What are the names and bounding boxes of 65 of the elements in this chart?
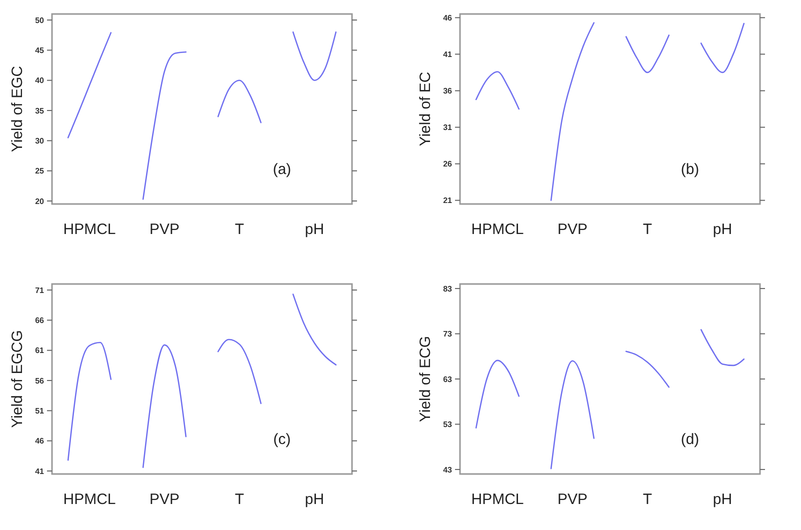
y-tick-label: 21 (443, 196, 453, 206)
line-series (625, 34, 670, 74)
x-tick-label: PVP (557, 221, 588, 238)
y-tick-label: 41 (35, 466, 45, 476)
y-tick-label: 73 (443, 330, 453, 339)
y-axis-title: Yield of EGC (9, 66, 26, 152)
y-tick-label: 30 (35, 136, 45, 146)
x-tick-label: pH (712, 221, 732, 238)
y-tick-label: 35 (35, 106, 45, 116)
x-tick-label: T (642, 491, 652, 508)
line-series (67, 32, 112, 138)
y-tick-label: 63 (443, 374, 453, 384)
x-tick-label: PVP (149, 491, 180, 508)
x-tick-label: pH (304, 491, 324, 508)
y-tick-label: 36 (443, 86, 453, 96)
y-tick-label: 41 (443, 50, 453, 59)
y-tick-label: 40 (35, 76, 45, 86)
line-series (700, 329, 745, 366)
x-tick-label: HPMCL (63, 491, 116, 508)
line-series (217, 80, 262, 124)
line-series (142, 344, 187, 468)
x-tick-label: HPMCL (471, 221, 524, 238)
line-series (475, 71, 520, 110)
y-tick-label: 50 (35, 16, 45, 25)
y-tick-label: 66 (35, 316, 45, 325)
y-tick-label: 43 (443, 465, 453, 474)
x-tick-label: HPMCL (471, 491, 524, 508)
line-series (217, 338, 262, 404)
annotation: (c) (273, 431, 291, 448)
line-series (292, 294, 337, 366)
x-tick-label: PVP (557, 491, 588, 508)
y-tick-label: 61 (35, 346, 45, 356)
y-tick-label: 46 (443, 13, 453, 22)
x-tick-label: T (642, 221, 652, 238)
line-series (700, 22, 745, 74)
line-series (475, 360, 520, 429)
x-tick-label: T (234, 491, 244, 508)
line-series (550, 360, 595, 470)
y-tick-label: 20 (35, 196, 45, 206)
x-tick-label: pH (304, 221, 324, 238)
annotation: (a) (272, 161, 292, 178)
y-tick-label: 71 (35, 286, 45, 295)
x-tick-label: HPMCL (63, 221, 116, 238)
y-tick-label: 53 (443, 420, 453, 430)
annotation: (d) (680, 431, 700, 448)
y-tick-label: 46 (35, 436, 45, 446)
x-tick-label: PVP (149, 221, 180, 238)
line-series (67, 342, 112, 461)
y-axis-title: Yield of EC (417, 72, 434, 146)
y-tick-label: 56 (35, 376, 45, 386)
x-tick-label: pH (712, 491, 732, 508)
y-axis-title: Yield of EGCG (9, 330, 26, 428)
y-tick-label: 45 (35, 46, 45, 55)
line-series (292, 31, 337, 81)
line-series (142, 51, 187, 200)
y-tick-label: 31 (443, 123, 453, 132)
y-tick-label: 26 (443, 160, 453, 169)
y-tick-label: 25 (35, 166, 45, 176)
line-series (550, 22, 595, 201)
x-tick-label: T (234, 221, 244, 238)
line-series (625, 350, 670, 388)
y-tick-label: 51 (35, 406, 45, 416)
annotation: (b) (680, 161, 700, 178)
y-tick-label: 83 (443, 284, 453, 294)
y-axis-title: Yield of ECG (417, 336, 434, 422)
